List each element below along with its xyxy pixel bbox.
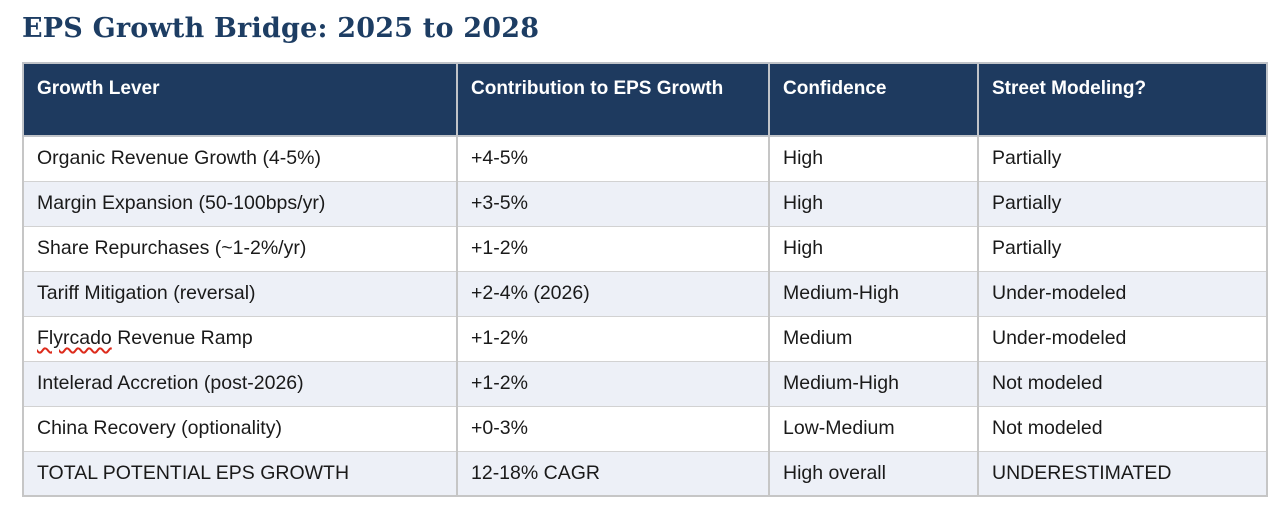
cell-contribution: 12-18% CAGR xyxy=(456,450,770,497)
table-row: Tariff Mitigation (reversal) +2-4% (2026… xyxy=(22,270,1268,317)
table-header: Growth Lever Contribution to EPS Growth … xyxy=(22,62,1268,137)
cell-contribution: +2-4% (2026) xyxy=(456,270,770,317)
cell-street: Partially xyxy=(977,225,1268,272)
header-row: Growth Lever Contribution to EPS Growth … xyxy=(22,62,1268,137)
cell-growth-lever: Share Repurchases (~1-2%/yr) xyxy=(22,225,458,272)
cell-growth-lever: TOTAL POTENTIAL EPS GROWTH xyxy=(22,450,458,497)
cell-growth-lever-rest: Revenue Ramp xyxy=(111,327,253,349)
table-row: Share Repurchases (~1-2%/yr) +1-2% High … xyxy=(22,225,1268,272)
cell-growth-lever: China Recovery (optionality) xyxy=(22,405,458,452)
cell-growth-lever: Tariff Mitigation (reversal) xyxy=(22,270,458,317)
cell-growth-lever: Flyrcado Revenue Ramp xyxy=(22,315,458,362)
cell-street: Under-modeled xyxy=(977,315,1268,362)
cell-contribution: +1-2% xyxy=(456,315,770,362)
cell-confidence: High xyxy=(768,135,979,182)
cell-confidence: Low-Medium xyxy=(768,405,979,452)
column-header-growth-lever: Growth Lever xyxy=(22,62,458,137)
cell-growth-lever: Intelerad Accretion (post-2026) xyxy=(22,360,458,407)
column-header-street-modeling: Street Modeling? xyxy=(977,62,1268,137)
table-row: Organic Revenue Growth (4-5%) +4-5% High… xyxy=(22,135,1268,182)
cell-confidence: High xyxy=(768,225,979,272)
cell-street: Partially xyxy=(977,180,1268,227)
cell-confidence: High xyxy=(768,180,979,227)
column-header-confidence: Confidence xyxy=(768,62,979,137)
cell-street: Not modeled xyxy=(977,360,1268,407)
table-row: Margin Expansion (50-100bps/yr) +3-5% Hi… xyxy=(22,180,1268,227)
cell-street: Partially xyxy=(977,135,1268,182)
table-body: Organic Revenue Growth (4-5%) +4-5% High… xyxy=(22,135,1268,497)
cell-contribution: +0-3% xyxy=(456,405,770,452)
cell-growth-lever: Organic Revenue Growth (4-5%) xyxy=(22,135,458,182)
cell-street: Not modeled xyxy=(977,405,1268,452)
table-row: Flyrcado Revenue Ramp +1-2% Medium Under… xyxy=(22,315,1268,362)
cell-contribution: +1-2% xyxy=(456,225,770,272)
cell-confidence: Medium-High xyxy=(768,360,979,407)
cell-contribution: +3-5% xyxy=(456,180,770,227)
cell-contribution: +1-2% xyxy=(456,360,770,407)
cell-street: UNDERESTIMATED xyxy=(977,450,1268,497)
cell-street: Under-modeled xyxy=(977,270,1268,317)
cell-confidence: Medium-High xyxy=(768,270,979,317)
table-row: Intelerad Accretion (post-2026) +1-2% Me… xyxy=(22,360,1268,407)
cell-growth-lever: Margin Expansion (50-100bps/yr) xyxy=(22,180,458,227)
cell-confidence: Medium xyxy=(768,315,979,362)
cell-contribution: +4-5% xyxy=(456,135,770,182)
eps-growth-table: Growth Lever Contribution to EPS Growth … xyxy=(22,62,1268,497)
cell-confidence: High overall xyxy=(768,450,979,497)
table-row-total: TOTAL POTENTIAL EPS GROWTH 12-18% CAGR H… xyxy=(22,450,1268,497)
misspelled-word: Flyrcado xyxy=(37,327,112,349)
page-title: EPS Growth Bridge: 2025 to 2028 xyxy=(22,13,540,44)
column-header-contribution: Contribution to EPS Growth xyxy=(456,62,770,137)
table-row: China Recovery (optionality) +0-3% Low-M… xyxy=(22,405,1268,452)
